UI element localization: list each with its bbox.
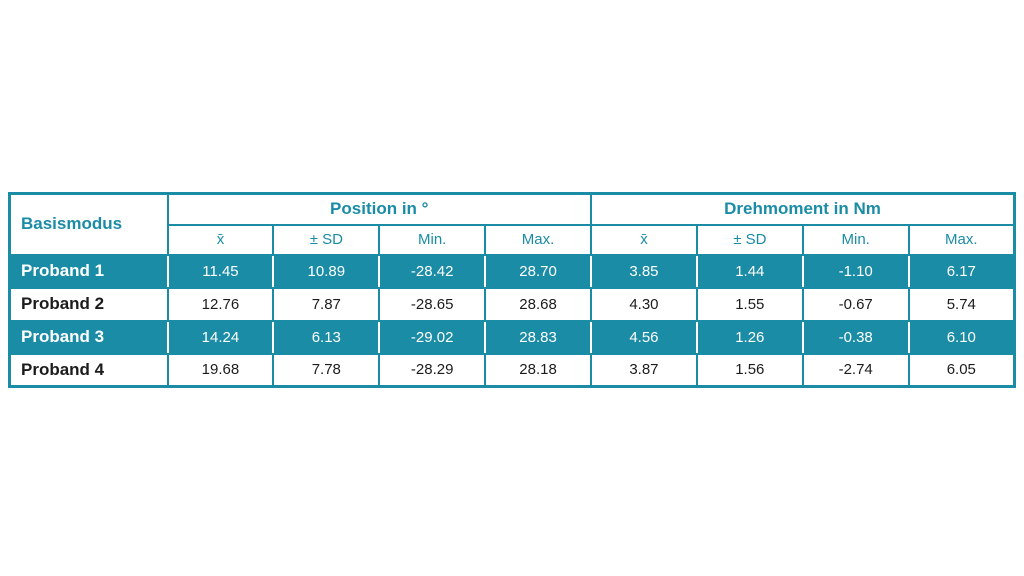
- value-cell: 7.87: [272, 286, 381, 322]
- table-row: Proband 1 11.45 10.89 -28.42 28.70 3.85 1.44 -1…: [8, 253, 1016, 289]
- table-row: Proband 4 19.68 7.78 -28.29 28.18 3.87 1.56 -2.…: [8, 352, 1016, 388]
- row-label: Proband 3: [8, 319, 169, 355]
- row-label: Proband 2: [8, 286, 169, 322]
- corner-header-basismodus: Basismodus: [8, 192, 169, 256]
- value-cell: 6.10: [907, 319, 1016, 355]
- value-cell: -28.29: [378, 352, 487, 388]
- group-header-position: Position in °: [166, 192, 592, 226]
- value-cell: 1.56: [695, 352, 804, 388]
- value-cell: -2.74: [801, 352, 910, 388]
- subheader-1-1: ± SD: [695, 223, 804, 256]
- row-label: Proband 1: [8, 253, 169, 289]
- value-cell: 28.18: [484, 352, 592, 388]
- subheader-0-0: x̄: [166, 223, 275, 256]
- value-cell: -0.38: [801, 319, 910, 355]
- value-cell: 28.70: [484, 253, 592, 289]
- value-cell: 11.45: [166, 253, 275, 289]
- value-cell: 19.68: [166, 352, 275, 388]
- value-cell: 28.83: [484, 319, 592, 355]
- value-cell: -0.67: [801, 286, 910, 322]
- value-cell: 6.17: [907, 253, 1016, 289]
- subheader-0-1: ± SD: [272, 223, 381, 256]
- measurement-table: Basismodus Position in ° Drehmoment in N…: [8, 192, 1016, 388]
- subheader-0-3: Max.: [484, 223, 592, 256]
- value-cell: 1.26: [695, 319, 804, 355]
- subheader-1-3: Max.: [907, 223, 1016, 256]
- value-cell: 28.68: [484, 286, 592, 322]
- subheader-0-2: Min.: [378, 223, 487, 256]
- table-row: Proband 3 14.24 6.13 -29.02 28.83 4.56 1.26 -0.…: [8, 319, 1016, 355]
- value-cell: 3.85: [590, 253, 698, 289]
- value-cell: 7.78: [272, 352, 381, 388]
- value-cell: 1.44: [695, 253, 804, 289]
- group-header-drehmoment: Drehmoment in Nm: [590, 192, 1016, 226]
- subheader-1-2: Min.: [801, 223, 910, 256]
- group-header-row: Basismodus Position in ° Drehmoment in N…: [8, 192, 1016, 256]
- value-cell: 4.56: [590, 319, 698, 355]
- value-cell: -28.65: [378, 286, 487, 322]
- value-cell: 5.74: [907, 286, 1016, 322]
- value-cell: -1.10: [801, 253, 910, 289]
- row-label: Proband 4: [8, 352, 169, 388]
- value-cell: 12.76: [166, 286, 275, 322]
- value-cell: 6.05: [907, 352, 1016, 388]
- table-row: Proband 2 12.76 7.87 -28.65 28.68 4.30 1.55 -0.…: [8, 286, 1016, 322]
- subheader-row: x̄ ± SD Min. Max. x̄ ± SD Min. Max.: [10, 223, 1016, 256]
- value-cell: -29.02: [378, 319, 487, 355]
- subheader-1-0: x̄: [590, 223, 698, 256]
- value-cell: 4.30: [590, 286, 698, 322]
- value-cell: 14.24: [166, 319, 275, 355]
- value-cell: -28.42: [378, 253, 487, 289]
- value-cell: 6.13: [272, 319, 381, 355]
- value-cell: 10.89: [272, 253, 381, 289]
- value-cell: 1.55: [695, 286, 804, 322]
- value-cell: 3.87: [590, 352, 698, 388]
